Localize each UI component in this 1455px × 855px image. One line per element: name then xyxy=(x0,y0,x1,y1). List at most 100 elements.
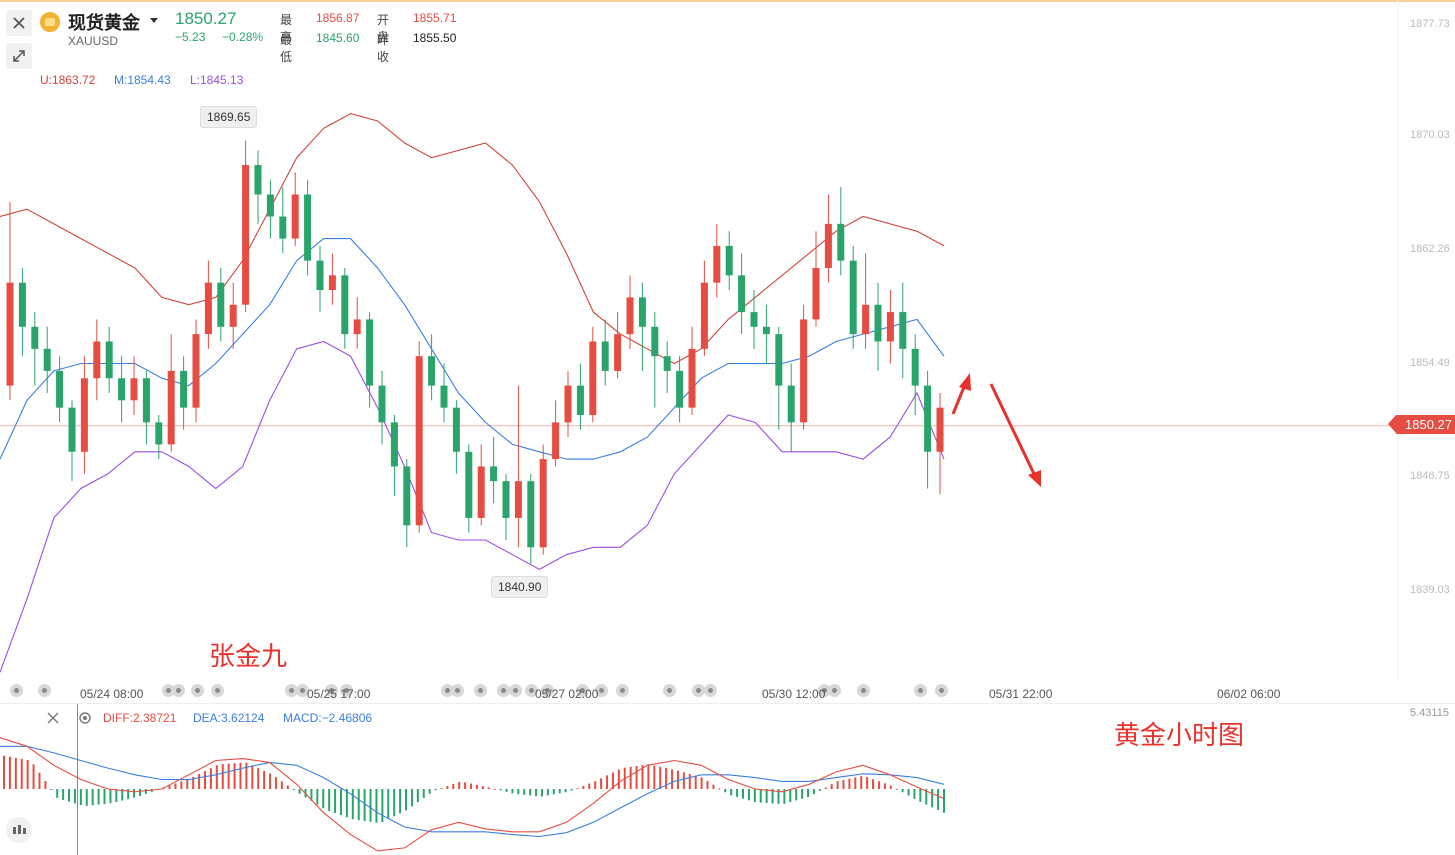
candle[interactable] xyxy=(68,400,76,482)
event-marker[interactable] xyxy=(172,684,185,697)
candle[interactable] xyxy=(738,253,746,335)
candle[interactable] xyxy=(762,304,770,364)
candle[interactable] xyxy=(651,312,659,408)
event-marker[interactable] xyxy=(541,684,554,697)
event-marker[interactable] xyxy=(10,684,23,697)
event-marker[interactable] xyxy=(296,684,309,697)
candle[interactable] xyxy=(204,260,212,349)
event-marker[interactable] xyxy=(285,684,298,697)
event-marker[interactable] xyxy=(38,684,51,697)
chevron-down-icon[interactable] xyxy=(150,18,158,23)
candle[interactable] xyxy=(614,312,622,379)
event-marker[interactable] xyxy=(451,684,464,697)
candle[interactable] xyxy=(155,415,163,460)
event-marker[interactable] xyxy=(828,684,841,697)
candle[interactable] xyxy=(886,290,894,364)
candle[interactable] xyxy=(787,363,795,452)
candle[interactable] xyxy=(105,326,113,393)
candle[interactable] xyxy=(428,334,436,401)
candle[interactable] xyxy=(700,260,708,357)
candle-style-button[interactable] xyxy=(6,817,32,843)
candle[interactable] xyxy=(539,444,547,555)
candle[interactable] xyxy=(341,267,349,349)
candle[interactable] xyxy=(328,253,336,305)
candle[interactable] xyxy=(167,334,175,452)
candle[interactable] xyxy=(824,194,832,283)
candle[interactable] xyxy=(266,179,274,239)
candle[interactable] xyxy=(366,312,374,408)
macd-settings-button[interactable] xyxy=(77,710,93,726)
candle[interactable] xyxy=(118,356,126,423)
candle[interactable] xyxy=(6,201,14,401)
candle[interactable] xyxy=(527,473,535,564)
event-marker[interactable] xyxy=(340,684,353,697)
candle[interactable] xyxy=(415,341,423,533)
fullscreen-button[interactable] xyxy=(6,43,32,69)
candle[interactable] xyxy=(490,437,498,504)
candle[interactable] xyxy=(601,319,609,386)
event-marker[interactable] xyxy=(191,684,204,697)
candle[interactable] xyxy=(56,356,64,423)
candle[interactable] xyxy=(589,326,597,423)
candle[interactable] xyxy=(353,297,361,349)
candle[interactable] xyxy=(849,245,857,349)
candle[interactable] xyxy=(291,172,299,246)
candle[interactable] xyxy=(465,444,473,533)
event-marker[interactable] xyxy=(914,684,927,697)
candle[interactable] xyxy=(80,356,88,474)
candle[interactable] xyxy=(502,473,510,540)
candle[interactable] xyxy=(180,356,188,430)
candle[interactable] xyxy=(452,400,460,474)
candle[interactable] xyxy=(800,304,808,430)
candle[interactable] xyxy=(477,444,485,526)
candle[interactable] xyxy=(304,179,312,276)
candle[interactable] xyxy=(725,231,733,291)
candle[interactable] xyxy=(936,392,944,495)
candle[interactable] xyxy=(316,245,324,313)
event-marker[interactable] xyxy=(935,684,948,697)
candle[interactable] xyxy=(924,370,932,489)
macd-close-button[interactable] xyxy=(45,710,61,726)
event-marker[interactable] xyxy=(474,684,487,697)
candle[interactable] xyxy=(626,275,634,349)
candle[interactable] xyxy=(812,231,820,327)
candle[interactable] xyxy=(676,356,684,423)
candle[interactable] xyxy=(638,282,646,371)
candle[interactable] xyxy=(514,385,522,548)
candle[interactable] xyxy=(142,370,150,445)
candle[interactable] xyxy=(43,326,51,393)
event-marker[interactable] xyxy=(525,684,538,697)
candle[interactable] xyxy=(713,223,721,298)
candle[interactable] xyxy=(378,370,386,445)
event-marker[interactable] xyxy=(509,684,522,697)
candle[interactable] xyxy=(837,187,845,276)
close-button[interactable] xyxy=(6,10,32,36)
candlestick-chart[interactable] xyxy=(0,0,1455,680)
candle[interactable] xyxy=(564,370,572,438)
event-marker[interactable] xyxy=(818,684,831,697)
candle[interactable] xyxy=(390,415,398,496)
candle[interactable] xyxy=(279,187,287,254)
candle[interactable] xyxy=(93,319,101,401)
event-marker[interactable] xyxy=(441,684,454,697)
event-marker[interactable] xyxy=(663,684,676,697)
candle[interactable] xyxy=(254,150,262,224)
event-marker[interactable] xyxy=(704,684,717,697)
candle[interactable] xyxy=(552,400,560,467)
macd-chart[interactable] xyxy=(0,704,960,855)
candle[interactable] xyxy=(874,282,882,371)
candle[interactable] xyxy=(862,253,870,349)
candle[interactable] xyxy=(31,312,39,386)
candle[interactable] xyxy=(899,282,907,379)
candle[interactable] xyxy=(663,341,671,393)
candle[interactable] xyxy=(750,290,758,349)
instrument-name[interactable]: 现货黄金 xyxy=(68,13,140,33)
candle[interactable] xyxy=(688,326,696,416)
event-marker[interactable] xyxy=(857,684,870,697)
event-marker[interactable] xyxy=(211,684,224,697)
event-marker[interactable] xyxy=(162,684,175,697)
candle[interactable] xyxy=(192,319,200,423)
candle[interactable] xyxy=(229,282,237,349)
candle[interactable] xyxy=(911,334,919,416)
candle[interactable] xyxy=(576,363,584,430)
